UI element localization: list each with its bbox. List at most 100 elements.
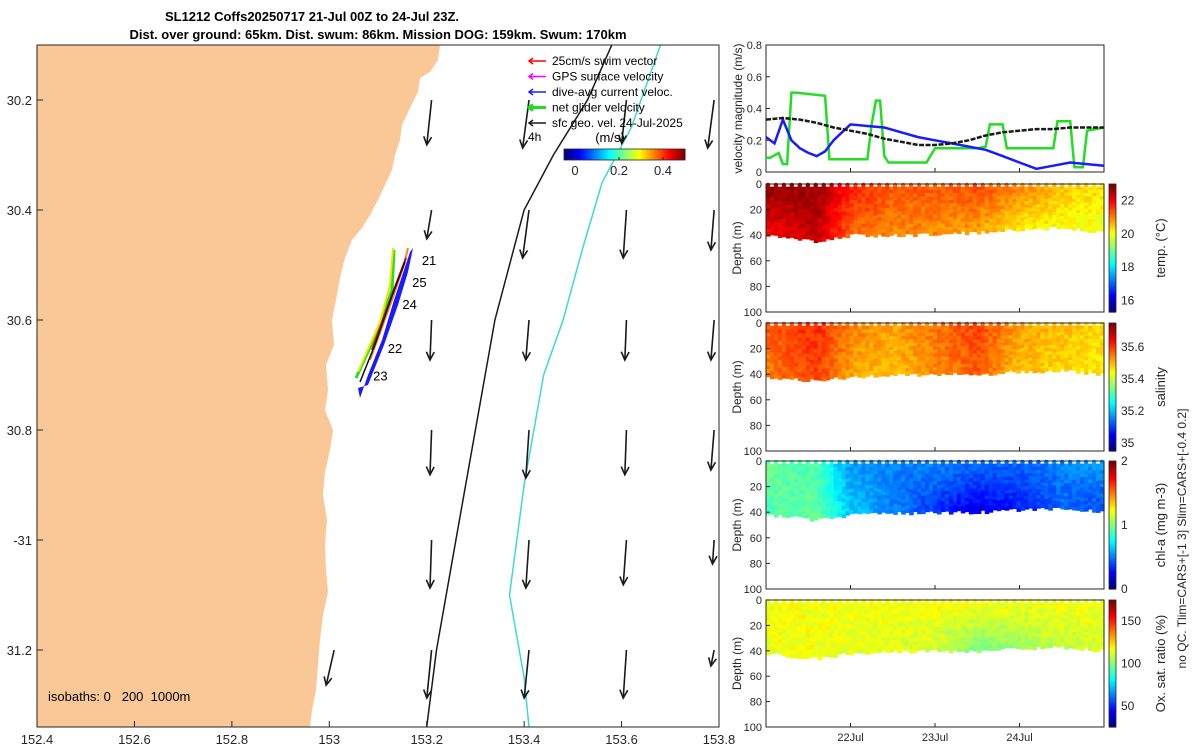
section-cell	[805, 361, 811, 366]
section-cell	[781, 617, 787, 622]
section-cell	[1020, 500, 1026, 505]
section-cell	[849, 488, 855, 493]
surface-sample-dot	[773, 321, 779, 327]
section-cell	[873, 190, 878, 195]
section-cell	[1088, 229, 1093, 233]
section-cell	[857, 203, 863, 208]
section-cell	[933, 370, 938, 375]
section-cell	[984, 359, 990, 364]
section-cell	[1064, 186, 1069, 191]
section-colorbar-label: chl-a (mg m-3)	[1153, 483, 1168, 568]
section-cell	[793, 614, 799, 619]
section-cell	[893, 626, 898, 631]
section-cell	[766, 214, 771, 219]
section-cell	[877, 631, 882, 636]
section-cell	[929, 605, 934, 610]
section-cell	[1036, 189, 1041, 193]
section-cell	[921, 209, 926, 214]
section-cell	[841, 649, 847, 654]
section-cell	[1024, 479, 1030, 484]
section-cell	[976, 339, 982, 344]
section-cell	[913, 641, 918, 646]
colorbar-swatch	[590, 149, 593, 160]
section-cell	[933, 228, 938, 233]
section-cell	[1088, 365, 1093, 370]
section-cell	[825, 486, 831, 491]
section-cell	[988, 467, 994, 472]
section-cell	[845, 489, 851, 494]
section-cell	[960, 356, 966, 361]
section-cell	[865, 343, 870, 348]
section-cell	[1000, 199, 1006, 204]
section-cell	[909, 474, 914, 479]
section-cell	[956, 473, 962, 478]
section-cell	[1088, 199, 1093, 204]
section-cell	[909, 332, 914, 337]
section-cell	[833, 610, 839, 615]
section-cell	[937, 477, 942, 483]
section-cell	[901, 626, 906, 631]
section-cell	[797, 474, 803, 480]
section-cell	[829, 325, 835, 330]
section-cell	[829, 641, 835, 646]
section-cell	[770, 620, 775, 625]
section-cell	[774, 370, 779, 376]
section-cell	[817, 352, 823, 358]
section-cell	[789, 348, 795, 353]
section-cell	[837, 356, 843, 361]
section-cell	[905, 602, 910, 607]
section-cell	[976, 620, 982, 625]
section-cell	[861, 362, 866, 368]
section-cell	[821, 186, 827, 192]
section-cell	[833, 233, 839, 238]
section-cell	[777, 325, 783, 330]
section-cell	[956, 487, 962, 491]
section-cell	[869, 606, 874, 611]
section-cell	[1056, 210, 1061, 215]
section-cell	[905, 623, 910, 627]
section-cell	[1048, 470, 1053, 475]
section-cell	[770, 217, 775, 222]
geo-vector-shaft	[706, 99, 715, 149]
section-cell	[976, 467, 982, 472]
section-cell	[925, 606, 930, 611]
section-cell	[845, 362, 851, 368]
section-cell	[1048, 212, 1053, 216]
section-cell	[841, 641, 847, 647]
section-cell	[1000, 335, 1006, 340]
section-cell	[1088, 476, 1093, 481]
section-cell	[1036, 213, 1041, 217]
section-cell	[933, 342, 938, 347]
section-cell	[805, 626, 811, 632]
section-cell	[901, 229, 906, 234]
section-cell	[813, 226, 819, 232]
geo-vector-arrow	[425, 319, 435, 362]
section-cell	[948, 186, 954, 191]
section-cell	[988, 329, 994, 334]
section-cell	[1092, 219, 1097, 224]
section-cell	[1092, 369, 1097, 374]
section-cell	[869, 350, 874, 355]
section-cell	[941, 369, 946, 374]
section-cell	[789, 219, 795, 224]
section-cell	[889, 630, 894, 635]
section-cell	[941, 508, 946, 513]
section-cell	[968, 202, 974, 207]
section-colorbar-swatch	[1109, 522, 1116, 526]
section-cell	[941, 206, 946, 211]
section-cell	[774, 344, 779, 349]
section-cell	[976, 463, 982, 468]
section-cell	[781, 329, 787, 334]
colorbar-swatch	[582, 149, 585, 160]
section-cell	[837, 482, 843, 487]
section-cell	[845, 646, 851, 652]
section-cell	[901, 612, 906, 617]
section-colorbar-swatch	[1109, 255, 1116, 259]
section-cell	[1088, 196, 1093, 201]
section-cell	[925, 213, 930, 217]
section-cell	[869, 371, 874, 376]
section-cell	[857, 325, 863, 330]
section-cell	[801, 201, 807, 206]
section-colorbar-frame	[1108, 460, 1117, 590]
section-cell	[980, 602, 986, 607]
